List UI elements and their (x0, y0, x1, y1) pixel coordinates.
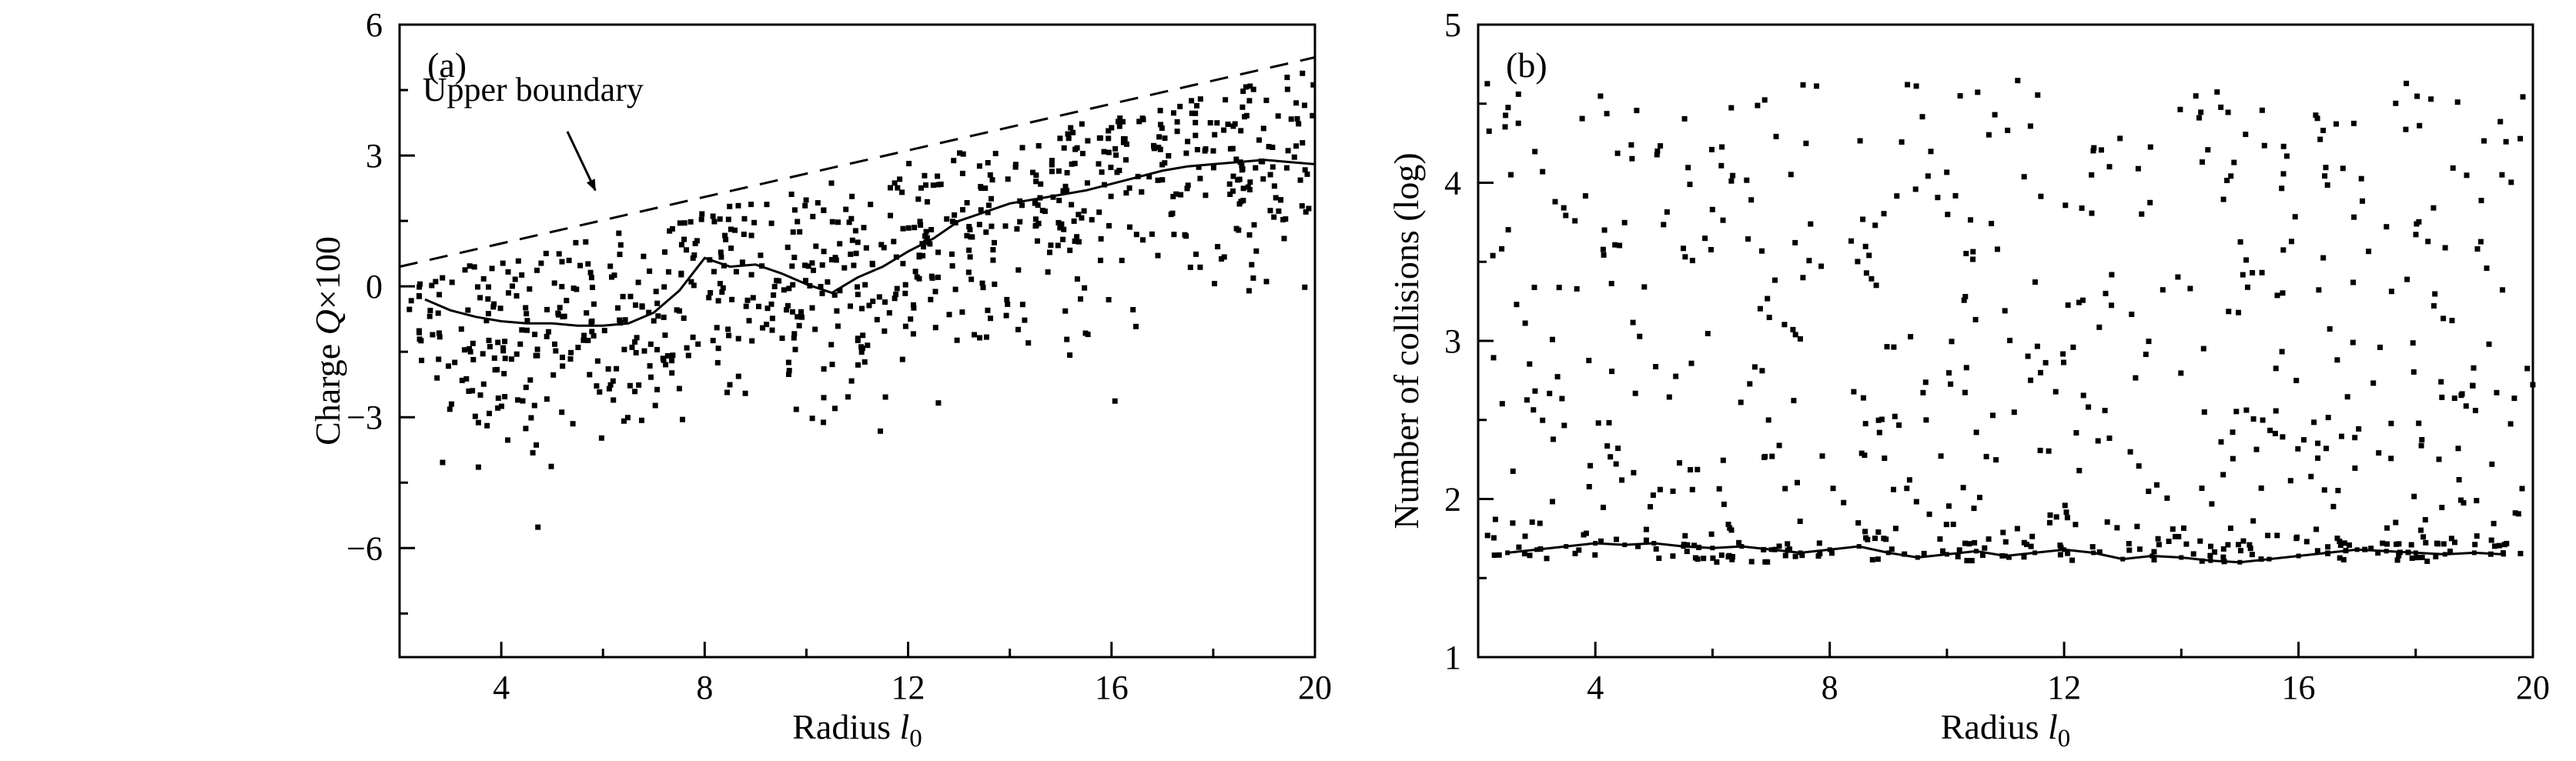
panel-b-x-tick-label: 20 (2516, 669, 2550, 706)
panel-b-y-axis-title: Number of collisions (log) (1387, 152, 1426, 529)
panel-a: Upper boundary 4 8 12 16 20 −6 −3 0 3 6 Radius l0 Ch… (308, 6, 1332, 753)
panel-a-x-tick-label: 4 (493, 669, 510, 706)
panel-a-frame (398, 23, 1316, 659)
panel-b-frame (1477, 23, 2534, 659)
panel-a-y-tick-label: −3 (346, 399, 383, 436)
panel-b-y-tick-label: 2 (1444, 481, 1461, 519)
panel-b-scatter-points (1484, 78, 2536, 565)
panel-a-y-tick-label: 6 (366, 6, 383, 44)
panel-b-trend-line-markers (1505, 541, 2506, 565)
panel-a-x-tick-label: 20 (1298, 669, 1332, 706)
panel-a-x-tick-label: 12 (892, 669, 925, 706)
panel-b-label: (b) (1506, 45, 1547, 85)
panel-a-x-axis-title: Radius l0 (792, 707, 922, 753)
panel-a-y-tick-label: −6 (346, 529, 383, 567)
panel-a-ticks (400, 23, 1316, 657)
panel-b-x-axis-title: Radius l0 (1941, 707, 2071, 753)
panel-b-y-tick-label: 5 (1444, 6, 1461, 44)
panel-a-x-tick-label: 8 (696, 669, 713, 706)
panel-a-x-tick-label: 16 (1095, 669, 1129, 706)
panel-b-ticks (1478, 23, 2534, 659)
upper-boundary-annotation: Upper boundary (423, 71, 644, 108)
panel-b-y-tick-label: 4 (1444, 165, 1461, 202)
panel-a-y-tick-label: 3 (366, 137, 383, 175)
panel-a-y-axis-title: Charge Q×100 (308, 236, 347, 446)
panel-a-trend-line (424, 159, 1316, 327)
panel-a-y-tick-label: 0 (366, 268, 383, 305)
upper-boundary-dashed-line (399, 56, 1316, 269)
panel-b-x-tick-label: 12 (2047, 669, 2081, 706)
annotation-arrow (566, 131, 597, 192)
panel-a-scatter-points (406, 70, 1316, 530)
panel-b-y-tick-label: 1 (1444, 639, 1461, 676)
panel-b-x-tick-label: 16 (2282, 669, 2316, 706)
panel-b-y-tick-label: 3 (1444, 322, 1461, 360)
panel-b-x-tick-label: 4 (1587, 669, 1604, 706)
panel-a-label: (a) (427, 45, 467, 85)
panel-b-x-tick-label: 8 (1822, 669, 1838, 706)
